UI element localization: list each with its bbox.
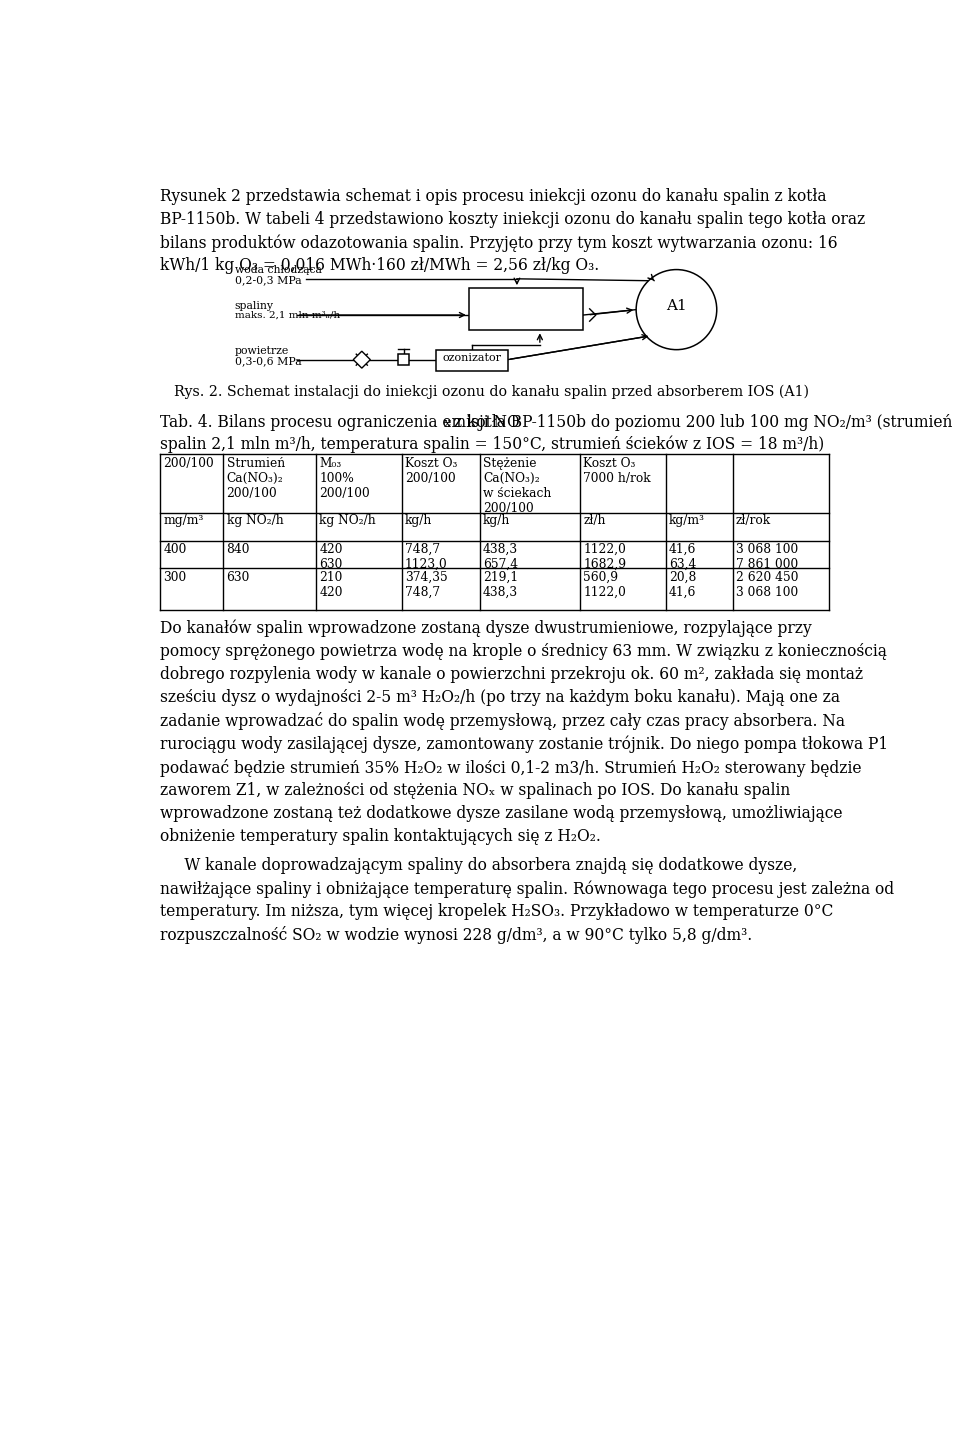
Text: Koszt O₃
200/100: Koszt O₃ 200/100 bbox=[405, 457, 457, 485]
Text: zł/h: zł/h bbox=[584, 515, 606, 528]
Text: M₀₃
100%
200/100: M₀₃ 100% 200/100 bbox=[320, 457, 371, 499]
Text: spaliny: spaliny bbox=[234, 301, 274, 311]
Text: temperatury. Im niższa, tym więcej kropelek H₂SO₃. Przykładowo w temperaturze 0°: temperatury. Im niższa, tym więcej krope… bbox=[160, 903, 833, 920]
Text: spalin 2,1 mln m³/h, temperatura spalin = 150°C, strumień ścieków z IOS = 18 m³/: spalin 2,1 mln m³/h, temperatura spalin … bbox=[160, 436, 824, 453]
Text: ozonizator: ozonizator bbox=[443, 354, 501, 364]
Text: Tab. 4. Bilans procesu ograniczenia emisji NO: Tab. 4. Bilans procesu ograniczenia emis… bbox=[160, 414, 520, 431]
Text: bilans produktów odazotowania spalin. Przyjęto przy tym koszt wytwarzania ozonu:: bilans produktów odazotowania spalin. Pr… bbox=[160, 234, 838, 252]
Text: maks. 2,1 mln m³ₙ/h: maks. 2,1 mln m³ₙ/h bbox=[234, 311, 340, 321]
Text: mg/m³: mg/m³ bbox=[163, 515, 204, 528]
Text: zaworem Z1, w zależności od stężenia NOₓ w spalinach po IOS. Do kanału spalin: zaworem Z1, w zależności od stężenia NOₓ… bbox=[160, 782, 790, 798]
Text: A1: A1 bbox=[666, 299, 686, 313]
Text: 748,7
1123,0: 748,7 1123,0 bbox=[405, 544, 447, 571]
Text: 300: 300 bbox=[163, 571, 186, 584]
Text: kg/m³: kg/m³ bbox=[669, 515, 705, 528]
Text: kg/h: kg/h bbox=[405, 515, 432, 528]
Text: 560,9
1122,0: 560,9 1122,0 bbox=[584, 571, 626, 598]
Text: rurociągu wody zasilającej dysze, zamontowany zostanie trójnik. Do niego pompa t: rurociągu wody zasilającej dysze, zamont… bbox=[160, 735, 888, 754]
Text: 400: 400 bbox=[163, 544, 187, 557]
Text: powietrze: powietrze bbox=[234, 345, 289, 355]
Text: 200/100: 200/100 bbox=[163, 457, 214, 470]
Text: z kotła BP-1150b do poziomu 200 lub 100 mg NO₂/m³ (strumień: z kotła BP-1150b do poziomu 200 lub 100 … bbox=[449, 414, 952, 431]
Text: 219,1
438,3: 219,1 438,3 bbox=[483, 571, 518, 598]
Text: BP-1150b. W tabeli 4 przedstawiono koszty iniekcji ozonu do kanału spalin tego k: BP-1150b. W tabeli 4 przedstawiono koszt… bbox=[160, 211, 866, 229]
Text: Rysunek 2 przedstawia schemat i opis procesu iniekcji ozonu do kanału spalin z k: Rysunek 2 przedstawia schemat i opis pro… bbox=[160, 188, 827, 206]
Text: Koszt O₃
7000 h/rok: Koszt O₃ 7000 h/rok bbox=[584, 457, 651, 485]
Text: dobrego rozpylenia wody w kanale o powierzchni przekroju ok. 60 m², zakłada się : dobrego rozpylenia wody w kanale o powie… bbox=[160, 666, 863, 683]
Bar bbox=[436, 349, 508, 371]
Text: rozpuszczalność SO₂ w wodzie wynosi 228 g/dm³, a w 90°C tylko 5,8 g/dm³.: rozpuszczalność SO₂ w wodzie wynosi 228 … bbox=[160, 926, 753, 945]
Bar bbox=[468, 288, 584, 331]
Text: sześciu dysz o wydajności 2-5 m³ H₂O₂/h (po trzy na każdym boku kanału). Mają on: sześciu dysz o wydajności 2-5 m³ H₂O₂/h … bbox=[160, 689, 840, 706]
Text: obniżenie temperatury spalin kontaktujących się z H₂O₂.: obniżenie temperatury spalin kontaktując… bbox=[160, 828, 601, 846]
Text: kg NO₂/h: kg NO₂/h bbox=[227, 515, 283, 528]
Text: Rys. 2. Schemat instalacji do iniekcji ozonu do kanału spalin przed absorberem I: Rys. 2. Schemat instalacji do iniekcji o… bbox=[175, 385, 809, 400]
Text: 438,3
657,4: 438,3 657,4 bbox=[483, 544, 518, 571]
Text: 1122,0
1682,9: 1122,0 1682,9 bbox=[584, 544, 626, 571]
Text: Stężenie
Ca(NO₃)₂
w ściekach
200/100: Stężenie Ca(NO₃)₂ w ściekach 200/100 bbox=[483, 457, 551, 515]
Bar bbox=[398, 354, 409, 365]
Text: wprowadzone zostaną też dodatkowe dysze zasilane wodą przemysłową, umożliwiające: wprowadzone zostaną też dodatkowe dysze … bbox=[160, 805, 843, 821]
Text: zł/rok: zł/rok bbox=[735, 515, 771, 528]
Text: 374,35
748,7: 374,35 748,7 bbox=[405, 571, 447, 598]
Text: 840: 840 bbox=[227, 544, 250, 557]
Text: Strumień
Ca(NO₃)₂
200/100: Strumień Ca(NO₃)₂ 200/100 bbox=[227, 457, 285, 499]
Text: kg/h: kg/h bbox=[483, 515, 511, 528]
Text: pomocy sprężonego powietrza wodę na krople o średnicy 63 mm. W związku z koniecz: pomocy sprężonego powietrza wodę na krop… bbox=[160, 643, 887, 660]
Text: 3 068 100
7 861 000: 3 068 100 7 861 000 bbox=[735, 544, 798, 571]
Circle shape bbox=[636, 269, 717, 349]
Text: 20,8
41,6: 20,8 41,6 bbox=[669, 571, 696, 598]
Text: x: x bbox=[444, 417, 451, 430]
Text: kWh/1 kg O₃ = 0,016 MWh·160 zł/MWh = 2,56 zł/kg O₃.: kWh/1 kg O₃ = 0,016 MWh·160 zł/MWh = 2,5… bbox=[160, 257, 600, 275]
Text: W kanale doprowadzającym spaliny do absorbera znajdą się dodatkowe dysze,: W kanale doprowadzającym spaliny do abso… bbox=[160, 857, 798, 874]
Text: Do kanałów spalin wprowadzone zostaną dysze dwustrumieniowe, rozpylające przy: Do kanałów spalin wprowadzone zostaną dy… bbox=[160, 620, 812, 637]
Text: 2 620 450
3 068 100: 2 620 450 3 068 100 bbox=[735, 571, 798, 598]
Text: 630: 630 bbox=[227, 571, 250, 584]
Text: nawiłżające spaliny i obniżające temperaturę spalin. Równowaga tego procesu jest: nawiłżające spaliny i obniżające tempera… bbox=[160, 880, 895, 897]
Text: 0,3-0,6 MPa: 0,3-0,6 MPa bbox=[234, 355, 301, 365]
Text: 0,2-0,3 MPa: 0,2-0,3 MPa bbox=[234, 275, 301, 285]
Text: zadanie wprowadzać do spalin wodę przemysłową, przez cały czas pracy absorbera. : zadanie wprowadzać do spalin wodę przemy… bbox=[160, 712, 846, 731]
Text: kg NO₂/h: kg NO₂/h bbox=[320, 515, 376, 528]
Text: 210
420: 210 420 bbox=[320, 571, 343, 598]
Text: 41,6
63,4: 41,6 63,4 bbox=[669, 544, 696, 571]
Text: woda chłodząca: woda chłodząca bbox=[234, 265, 322, 275]
Text: podawać będzie strumień 35% H₂O₂ w ilości 0,1-2 m3/h. Strumień H₂O₂ sterowany bę: podawać będzie strumień 35% H₂O₂ w ilośc… bbox=[160, 758, 862, 777]
Polygon shape bbox=[353, 351, 371, 368]
Text: 420
630: 420 630 bbox=[320, 544, 343, 571]
